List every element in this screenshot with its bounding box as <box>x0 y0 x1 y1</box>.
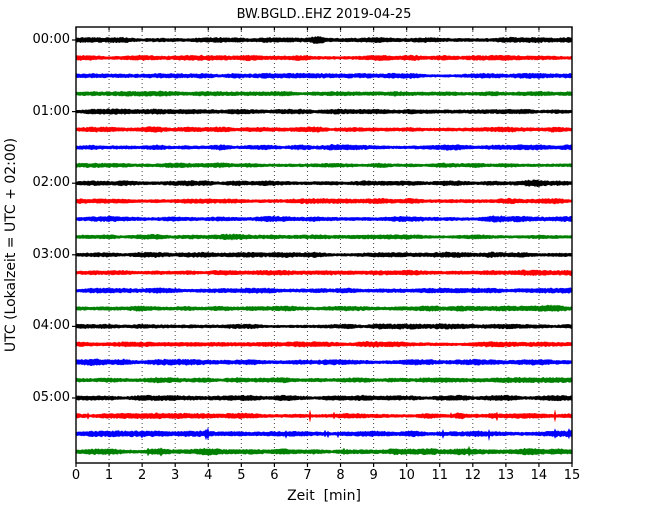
x-tick-label-4: 4 <box>204 468 213 483</box>
trace-0215-red <box>75 197 573 205</box>
x-tick-label-1: 1 <box>104 468 114 483</box>
trace-0145-green <box>75 162 573 169</box>
trace-0430-blue <box>75 358 573 367</box>
trace-0315-red <box>75 269 573 277</box>
trace-0415-red <box>75 341 573 348</box>
x-tick-label-2: 2 <box>137 468 147 483</box>
x-tick-label-15: 15 <box>563 468 581 483</box>
plot-border <box>75 26 573 464</box>
x-tick-label-11: 11 <box>431 468 448 483</box>
x-axis-label: Zeit [min] <box>287 488 361 504</box>
x-tick-label-13: 13 <box>497 468 515 483</box>
x-tick-label-7: 7 <box>303 468 312 483</box>
trace-0330-blue <box>75 287 573 294</box>
y-axis-label: UTC (Lokalzeit = UTC + 02:00) <box>3 137 19 353</box>
trace-0015-red <box>75 54 573 62</box>
x-tick-label-12: 12 <box>464 468 482 483</box>
x-tick-label-8: 8 <box>336 468 345 483</box>
y-tick-label-0400: 04:00 <box>32 318 70 334</box>
x-tick-label-5: 5 <box>237 468 246 483</box>
trace-0500-black <box>75 394 573 402</box>
trace-0030-blue <box>75 72 573 79</box>
x-tick-label-0: 0 <box>71 468 81 483</box>
trace-0445-green <box>75 376 573 384</box>
trace-0400-black <box>75 323 573 330</box>
trace-0115-red <box>75 126 573 134</box>
trace-0045-green <box>75 90 573 97</box>
y-tick-label-0000: 00:00 <box>32 32 70 47</box>
trace-0245-green <box>75 233 573 241</box>
y-tick-label-0500: 05:00 <box>32 390 70 405</box>
trace-0545-green <box>75 445 573 457</box>
trace-0530-blue <box>75 426 573 441</box>
x-tick-label-9: 9 <box>369 468 378 483</box>
trace-0300-black <box>75 251 573 258</box>
y-tick-label-0300: 03:00 <box>32 246 70 262</box>
x-tick-label-10: 10 <box>398 468 415 483</box>
y-tick-label-0200: 02:00 <box>32 175 70 191</box>
trace-0100-black <box>75 108 573 115</box>
x-tick-label-6: 6 <box>270 468 279 483</box>
trace-0345-green <box>75 304 573 312</box>
trace-0000-black <box>75 35 573 45</box>
trace-0230-blue <box>75 215 573 223</box>
x-tick-label-3: 3 <box>171 468 180 483</box>
chart-title: BW.BGLD..EHZ 2019-04-25 <box>236 7 412 22</box>
x-tick-label-14: 14 <box>530 468 548 483</box>
trace-0200-black <box>75 179 573 188</box>
trace-0130-blue <box>75 144 573 151</box>
trace-0515-red <box>75 410 573 422</box>
y-tick-label-0100: 01:00 <box>32 103 70 119</box>
